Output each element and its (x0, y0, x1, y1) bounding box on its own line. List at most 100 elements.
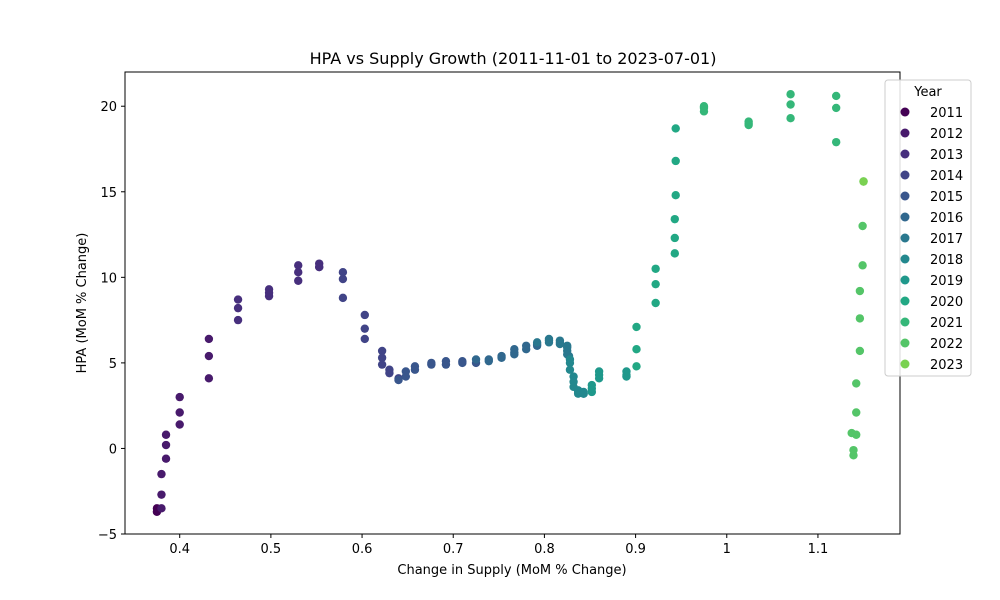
data-point-2022 (852, 408, 861, 417)
x-tick-label: 0.8 (534, 542, 555, 557)
data-point-2020 (632, 322, 641, 332)
data-point-2012 (175, 408, 184, 417)
legend-marker-2017 (900, 233, 910, 243)
data-point-2012 (175, 420, 184, 429)
data-point-2014 (338, 293, 348, 303)
data-point-2012 (157, 469, 166, 479)
data-point-2016 (521, 341, 531, 350)
data-point-2012 (157, 490, 166, 499)
data-point-2012 (161, 454, 171, 463)
y-axis-title: HPA (MoM % Change) (75, 233, 90, 374)
legend-entries: 2011 2012 2013 2014 2015 2016 2017 2018 2019 2020… (900, 106, 963, 373)
data-point-2013 (233, 295, 243, 304)
x-tick-label: 1.1 (808, 542, 829, 557)
x-tick-label: 0.9 (625, 542, 646, 557)
data-point-2012 (204, 334, 214, 344)
data-point-2022 (855, 286, 865, 296)
legend-label-2023: 2023 (930, 358, 963, 373)
legend-marker-2019 (900, 275, 910, 285)
legend-label-2020: 2020 (930, 295, 963, 310)
data-point-2022 (849, 451, 858, 460)
legend-marker-2023 (900, 359, 910, 369)
legend-marker-2012 (900, 128, 910, 138)
data-point-2020 (670, 214, 679, 224)
data-point-2015 (410, 362, 420, 371)
y-tick-label: 10 (100, 271, 117, 286)
data-point-2020 (632, 362, 641, 371)
x-tick-label: 0.6 (352, 542, 373, 557)
data-point-2015 (394, 375, 403, 385)
legend-marker-2018 (900, 254, 910, 264)
data-point-2012 (175, 392, 184, 402)
data-point-2017 (532, 338, 542, 347)
data-point-2021 (786, 90, 795, 99)
data-point-2012 (204, 351, 214, 361)
data-point-2014 (338, 274, 348, 284)
data-point-2020 (670, 233, 679, 243)
data-point-2017 (555, 339, 565, 349)
data-point-2013 (233, 315, 243, 325)
data-point-2021 (831, 137, 841, 147)
data-point-2020 (651, 298, 660, 308)
data-point-2021 (786, 114, 795, 123)
legend-box (884, 79, 972, 377)
data-point-2013 (264, 285, 274, 294)
data-point-2016 (510, 345, 519, 354)
data-point-2022 (855, 314, 865, 323)
data-point-2014 (377, 353, 387, 362)
data-point-2016 (484, 355, 493, 364)
legend-marker-2013 (900, 149, 910, 159)
data-point-2015 (458, 356, 467, 366)
data-point-2014 (360, 334, 369, 344)
data-point-2014 (360, 324, 369, 333)
legend-label-2022: 2022 (930, 337, 963, 352)
x-axis-ticks: 0.4 0.5 0.6 0.7 0.8 0.9 1 1.1 (169, 534, 828, 557)
data-point-2020 (670, 249, 679, 258)
legend-marker-2014 (900, 170, 910, 180)
chart-title: HPA vs Supply Growth (2011-11-01 to 2023… (310, 49, 717, 68)
data-point-2014 (338, 268, 348, 277)
x-tick-label: 0.5 (261, 542, 282, 557)
legend-label-2018: 2018 (930, 253, 963, 268)
data-point-2020 (671, 124, 680, 133)
legend-marker-2011 (900, 107, 910, 117)
legend-label-2012: 2012 (930, 127, 963, 142)
data-point-2013 (315, 262, 324, 272)
data-point-2021 (831, 103, 841, 113)
y-axis-ticks: −5 0 5 10 15 20 (98, 100, 125, 543)
data-point-2020 (671, 191, 680, 200)
data-point-2016 (497, 351, 506, 361)
data-point-2014 (360, 310, 369, 320)
data-point-2018 (565, 365, 575, 374)
legend-title: Year (913, 85, 942, 100)
y-tick-label: 20 (100, 100, 117, 115)
data-point-2022 (858, 261, 867, 270)
data-point-2014 (377, 346, 387, 356)
data-point-2015 (441, 356, 451, 366)
data-point-2014 (377, 360, 387, 369)
data-point-2019 (594, 367, 604, 376)
data-point-2013 (294, 268, 303, 277)
data-points (152, 90, 868, 516)
data-point-2020 (632, 345, 641, 354)
x-axis-title: Change in Supply (MoM % Change) (397, 563, 626, 578)
data-point-2012 (157, 504, 166, 513)
data-point-2018 (579, 389, 588, 398)
x-tick-label: 0.4 (169, 542, 190, 557)
x-tick-label: 0.7 (443, 542, 464, 557)
data-point-2020 (651, 264, 660, 273)
data-point-2012 (161, 430, 171, 439)
legend-label-2016: 2016 (930, 211, 963, 226)
legend-label-2019: 2019 (930, 274, 963, 289)
legend-marker-2021 (900, 317, 910, 327)
data-point-2021 (699, 102, 709, 111)
legend-label-2015: 2015 (930, 190, 963, 205)
data-point-2021 (744, 117, 753, 126)
data-point-2014 (385, 368, 394, 378)
data-point-2020 (651, 279, 660, 289)
y-tick-label: 5 (109, 357, 117, 372)
y-tick-label: −5 (98, 528, 117, 543)
y-tick-label: 0 (109, 442, 117, 457)
data-point-2012 (204, 374, 214, 383)
data-point-2022 (852, 379, 861, 388)
